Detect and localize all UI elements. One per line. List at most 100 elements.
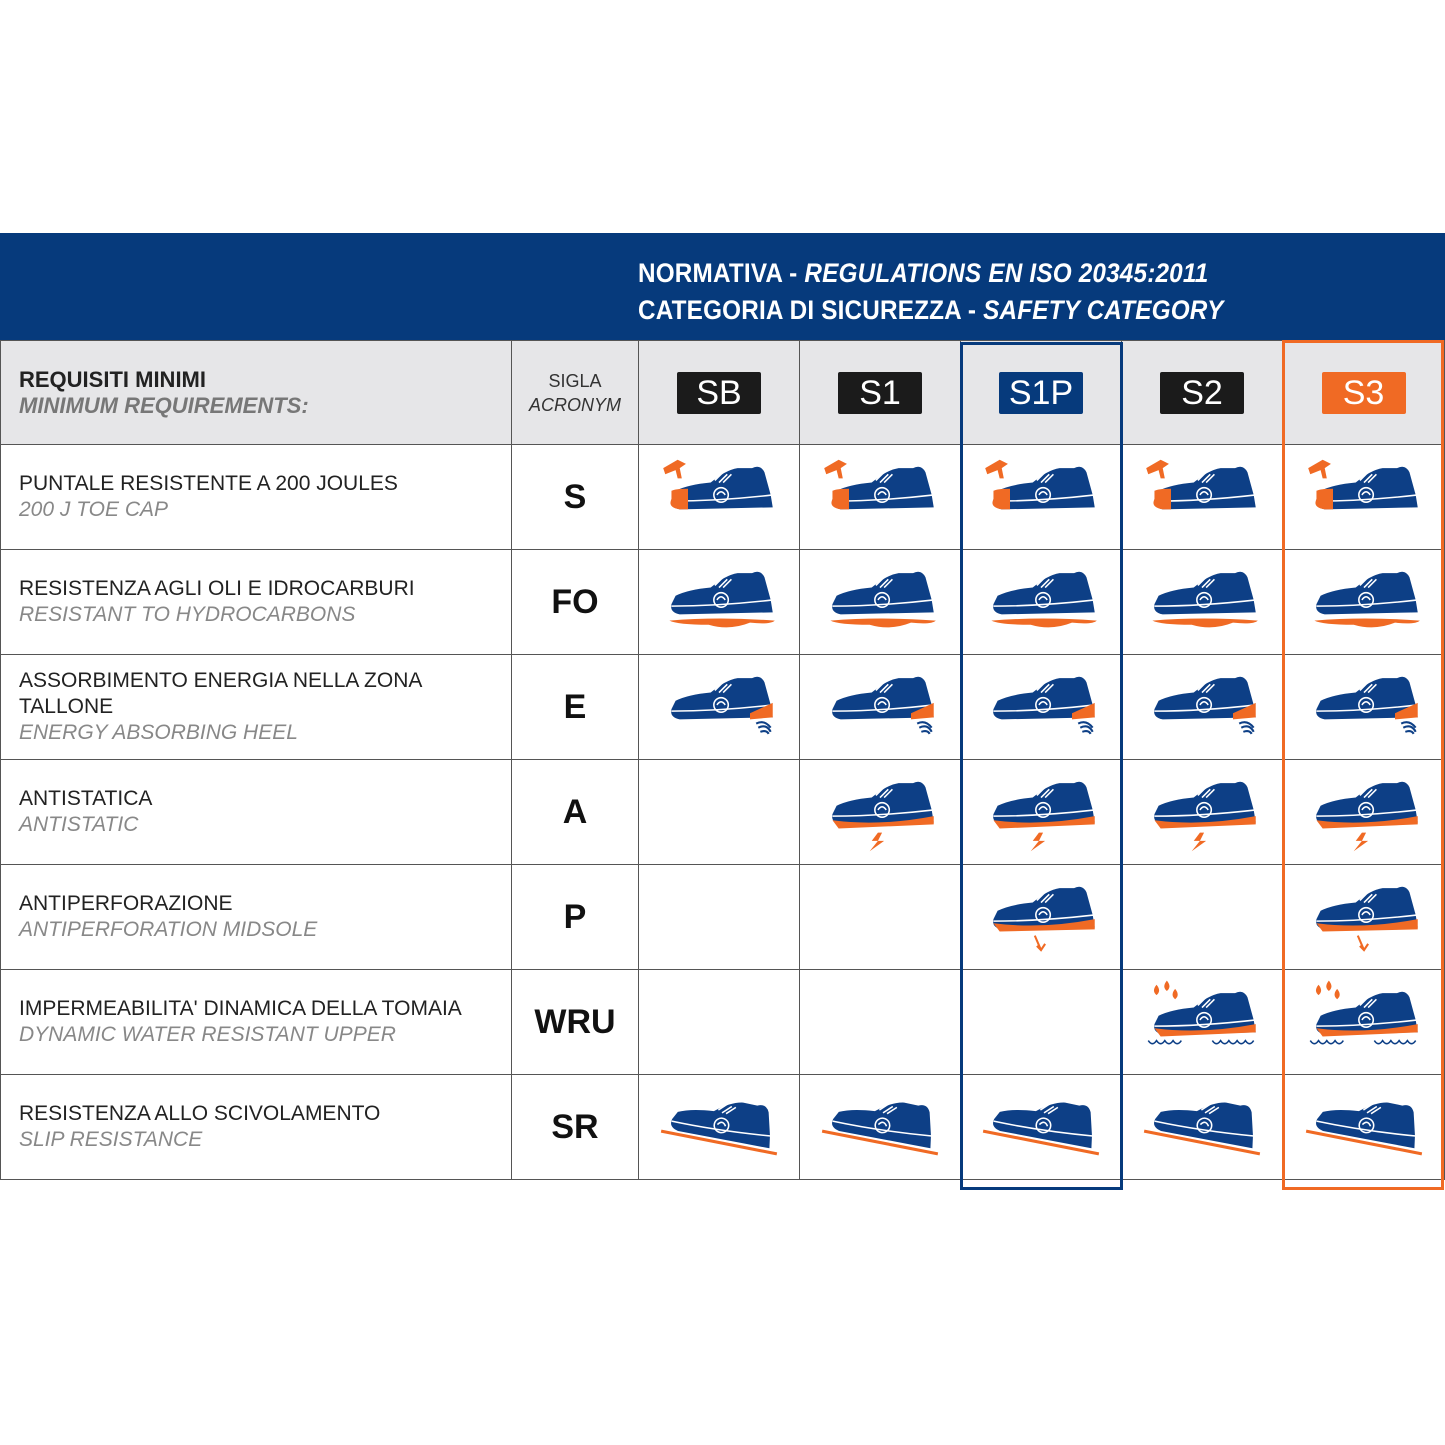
toe-cap-shoe-icon: [1307, 459, 1418, 510]
requirements-table: REQUISITI MINIMI MINIMUM REQUIREMENTS: S…: [0, 340, 1445, 1180]
category-cell-sb: [638, 654, 800, 760]
category-cell-s3: [1282, 654, 1445, 760]
energy-heel-shoe-icon: [832, 676, 934, 735]
energy-heel-shoe-icon: [993, 676, 1095, 735]
category-cell-s1p: [960, 549, 1122, 655]
acronym-cell: A: [511, 759, 639, 865]
slip-resistance-shoe-icon: [660, 1102, 778, 1156]
energy-heel-shoe-icon: [1154, 676, 1256, 735]
toe-cap-shoe-icon: [985, 459, 1095, 510]
requirement-cell: PUNTALE RESISTENTE A 200 JOULES 200 J TOE…: [0, 444, 512, 550]
acronym-cell: SR: [511, 1074, 639, 1180]
category-it: CATEGORIA DI SICUREZZA -: [638, 295, 984, 325]
requirement-en: ENERGY ABSORBING HEEL: [19, 721, 298, 744]
table-row: PUNTALE RESISTENTE A 200 JOULES 200 J TOE…: [0, 444, 1445, 550]
requirement-it: ANTISTATICA: [19, 787, 153, 810]
requirement-cell: ASSORBIMENTO ENERGIA NELLA ZONA TALLONE E…: [0, 654, 512, 760]
title-it: NORMATIVA -: [638, 258, 805, 288]
category-header-s1p: S1P: [960, 340, 1122, 445]
oil-resistant-sole-shoe-icon: [991, 571, 1097, 628]
category-cell-s1: [799, 444, 961, 550]
acronym-cell: S: [511, 444, 639, 550]
category-badge: SB: [677, 371, 761, 414]
requirement-cell: RESISTENZA ALLO SCIVOLAMENTO SLIP RESISTA…: [0, 1074, 512, 1180]
category-cell-s2: [1121, 969, 1283, 1075]
antistatic-shoe-icon: [1315, 781, 1418, 852]
slip-resistance-shoe-icon: [982, 1102, 1100, 1156]
category-en: SAFETY CATEGORY: [983, 295, 1224, 325]
oil-resistant-sole-shoe-icon: [669, 571, 775, 628]
category-cell-sb: [638, 1074, 800, 1180]
water-resistant-shoe-icon: [1309, 980, 1418, 1045]
category-cell-s3: [1282, 549, 1445, 655]
category-cell-sb: [638, 444, 800, 550]
category-cell-s1: [799, 864, 961, 970]
regulation-title: NORMATIVA - REGULATIONS EN ISO 20345:201…: [638, 258, 1208, 289]
category-cell-s1: [799, 1074, 961, 1180]
table-row: ANTISTATICA ANTISTATIC A: [0, 759, 1445, 865]
requirement-cell: RESISTENZA AGLI OLI E IDROCARBURI RESISTA…: [0, 549, 512, 655]
acronym-cell: WRU: [511, 969, 639, 1075]
table-row: ANTIPERFORAZIONE ANTIPERFORATION MIDSOLE P: [0, 864, 1445, 970]
category-cell-sb: [638, 549, 800, 655]
slip-resistance-shoe-icon: [821, 1102, 939, 1156]
category-cell-s3: [1282, 759, 1445, 865]
requirement-cell: ANTIPERFORAZIONE ANTIPERFORATION MIDSOLE: [0, 864, 512, 970]
requirement-it: ASSORBIMENTO ENERGIA NELLA ZONA TALLONE: [19, 669, 422, 718]
requirement-cell: IMPERMEABILITA' DINAMICA DELLA TOMAIA DYN…: [0, 969, 512, 1075]
category-badge: S1: [838, 371, 922, 414]
header-banner: NORMATIVA - REGULATIONS EN ISO 20345:201…: [0, 233, 1445, 340]
table-row: RESISTENZA AGLI OLI E IDROCARBURI RESISTA…: [0, 549, 1445, 655]
category-cell-s2: [1121, 654, 1283, 760]
title-en: REGULATIONS EN ISO 20345:2011: [804, 258, 1209, 288]
toe-cap-shoe-icon: [1146, 459, 1256, 510]
req-title-en: MINIMUM REQUIREMENTS:: [19, 392, 309, 418]
category-cell-s1: [799, 759, 961, 865]
requirement-en: ANTISTATIC: [19, 813, 139, 836]
category-cell-s1p: [960, 1074, 1122, 1180]
category-cell-s3: [1282, 969, 1445, 1075]
requirement-en: DYNAMIC WATER RESISTANT UPPER: [19, 1023, 396, 1046]
category-cell-s2: [1121, 864, 1283, 970]
table-row: RESISTENZA ALLO SCIVOLAMENTO SLIP RESISTA…: [0, 1074, 1445, 1180]
category-header-sb: SB: [638, 340, 800, 445]
water-resistant-shoe-icon: [1147, 980, 1256, 1045]
category-cell-s1p: [960, 654, 1122, 760]
requirement-en: ANTIPERFORATION MIDSOLE: [19, 918, 318, 941]
energy-heel-shoe-icon: [1315, 676, 1418, 735]
acronym-cell: P: [511, 864, 639, 970]
acronym-it: SIGLA: [548, 370, 602, 391]
toe-cap-shoe-icon: [663, 459, 773, 510]
category-cell-s1p: [960, 444, 1122, 550]
antistatic-shoe-icon: [993, 781, 1095, 852]
oil-resistant-sole-shoe-icon: [830, 571, 936, 628]
toe-cap-shoe-icon: [824, 459, 934, 510]
requirement-en: SLIP RESISTANCE: [19, 1128, 203, 1151]
requirement-it: IMPERMEABILITA' DINAMICA DELLA TOMAIA: [19, 997, 462, 1020]
antistatic-shoe-icon: [832, 781, 934, 852]
category-cell-s1: [799, 654, 961, 760]
slip-resistance-shoe-icon: [1305, 1102, 1422, 1156]
table-row: IMPERMEABILITA' DINAMICA DELLA TOMAIA DYN…: [0, 969, 1445, 1075]
requirement-cell: ANTISTATICA ANTISTATIC: [0, 759, 512, 865]
category-cell-sb: [638, 759, 800, 865]
category-cell-sb: [638, 864, 800, 970]
category-cell-s2: [1121, 444, 1283, 550]
category-cell-s1p: [960, 864, 1122, 970]
category-cell-s3: [1282, 1074, 1445, 1180]
category-cell-s3: [1282, 864, 1445, 970]
category-cell-s2: [1121, 1074, 1283, 1180]
antiperforation-shoe-icon: [993, 886, 1095, 952]
acronym-cell: E: [511, 654, 639, 760]
category-title: CATEGORIA DI SICUREZZA - SAFETY CATEGORY: [638, 295, 1223, 326]
header-row: REQUISITI MINIMI MINIMUM REQUIREMENTS: S…: [0, 340, 1445, 445]
category-cell-s1p: [960, 759, 1122, 865]
requirement-en: RESISTANT TO HYDROCARBONS: [19, 603, 356, 626]
requirement-it: ANTIPERFORAZIONE: [19, 892, 233, 915]
category-cell-s1: [799, 969, 961, 1075]
category-header-s1: S1: [799, 340, 961, 445]
table-row: ASSORBIMENTO ENERGIA NELLA ZONA TALLONE E…: [0, 654, 1445, 760]
acronym-header: SIGLA ACRONYM: [511, 340, 639, 445]
category-cell-s2: [1121, 759, 1283, 865]
energy-heel-shoe-icon: [671, 676, 773, 735]
